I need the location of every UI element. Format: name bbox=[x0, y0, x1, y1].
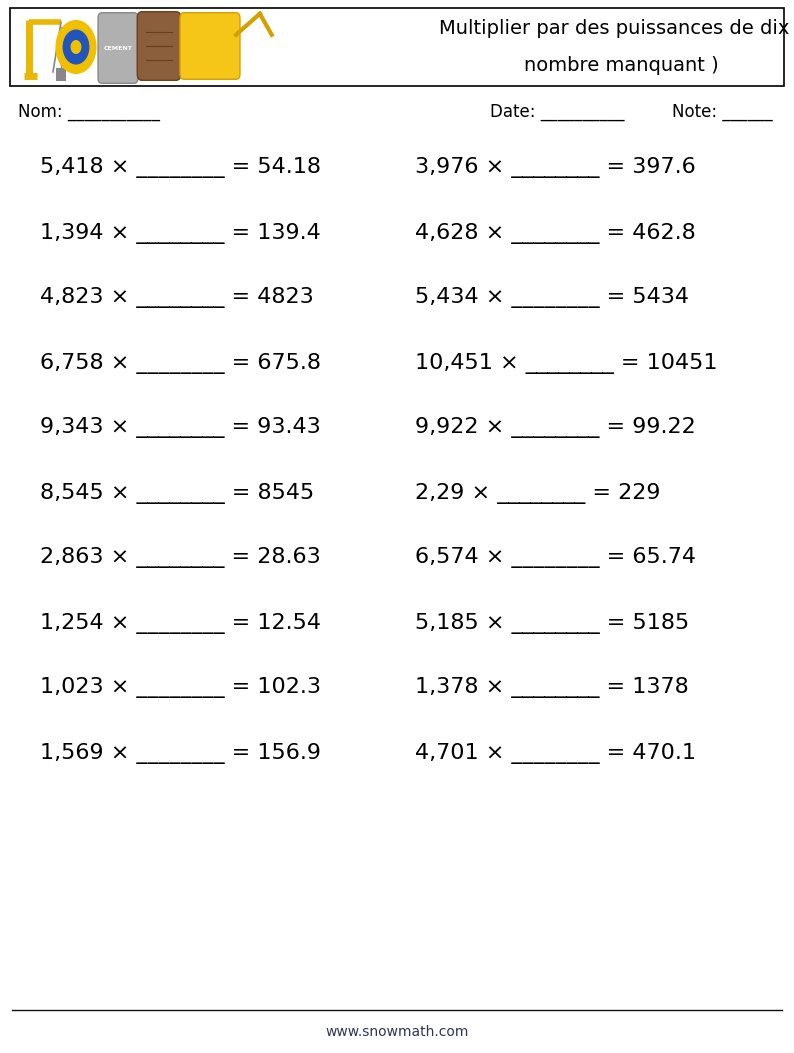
Text: 6,574 × ________ = 65.74: 6,574 × ________ = 65.74 bbox=[415, 548, 696, 569]
Bar bbox=[56, 68, 66, 81]
Text: 8,545 × ________ = 8545: 8,545 × ________ = 8545 bbox=[40, 482, 314, 503]
Text: Nom: ___________: Nom: ___________ bbox=[18, 103, 160, 121]
FancyBboxPatch shape bbox=[180, 13, 240, 79]
Text: nombre manquant ): nombre manquant ) bbox=[524, 57, 719, 76]
Text: Note: ______: Note: ______ bbox=[672, 103, 773, 121]
Text: 3,976 × ________ = 397.6: 3,976 × ________ = 397.6 bbox=[415, 158, 696, 179]
Text: 5,185 × ________ = 5185: 5,185 × ________ = 5185 bbox=[415, 613, 689, 634]
Text: 1,023 × ________ = 102.3: 1,023 × ________ = 102.3 bbox=[40, 677, 321, 698]
Text: 10,451 × ________ = 10451: 10,451 × ________ = 10451 bbox=[415, 353, 718, 374]
Circle shape bbox=[71, 41, 81, 54]
Text: 9,343 × ________ = 93.43: 9,343 × ________ = 93.43 bbox=[40, 417, 321, 438]
Text: 1,569 × ________ = 156.9: 1,569 × ________ = 156.9 bbox=[40, 742, 321, 763]
Text: 6,758 × ________ = 675.8: 6,758 × ________ = 675.8 bbox=[40, 353, 321, 374]
Text: 2,29 × ________ = 229: 2,29 × ________ = 229 bbox=[415, 482, 661, 503]
FancyBboxPatch shape bbox=[137, 12, 181, 80]
Text: CEMENT: CEMENT bbox=[103, 45, 133, 51]
Text: 1,254 × ________ = 12.54: 1,254 × ________ = 12.54 bbox=[40, 613, 321, 634]
FancyBboxPatch shape bbox=[98, 13, 138, 83]
Text: 4,823 × ________ = 4823: 4,823 × ________ = 4823 bbox=[40, 287, 314, 309]
Text: 4,628 × ________ = 462.8: 4,628 × ________ = 462.8 bbox=[415, 222, 696, 243]
Text: Date: __________: Date: __________ bbox=[490, 103, 625, 121]
Text: 5,434 × ________ = 5434: 5,434 × ________ = 5434 bbox=[415, 287, 689, 309]
Text: 5,418 × ________ = 54.18: 5,418 × ________ = 54.18 bbox=[40, 158, 321, 179]
Circle shape bbox=[64, 31, 89, 64]
Text: www.snowmath.com: www.snowmath.com bbox=[326, 1025, 468, 1039]
Text: 4,701 × ________ = 470.1: 4,701 × ________ = 470.1 bbox=[415, 742, 696, 763]
Text: 9,922 × ________ = 99.22: 9,922 × ________ = 99.22 bbox=[415, 417, 696, 438]
Bar bbox=[10, 8, 784, 86]
Circle shape bbox=[56, 21, 96, 74]
Text: 2,863 × ________ = 28.63: 2,863 × ________ = 28.63 bbox=[40, 548, 321, 569]
Text: 1,394 × ________ = 139.4: 1,394 × ________ = 139.4 bbox=[40, 222, 321, 243]
Text: Multiplier par des puissances de dix (: Multiplier par des puissances de dix ( bbox=[439, 19, 794, 38]
Text: 1,378 × ________ = 1378: 1,378 × ________ = 1378 bbox=[415, 677, 688, 698]
